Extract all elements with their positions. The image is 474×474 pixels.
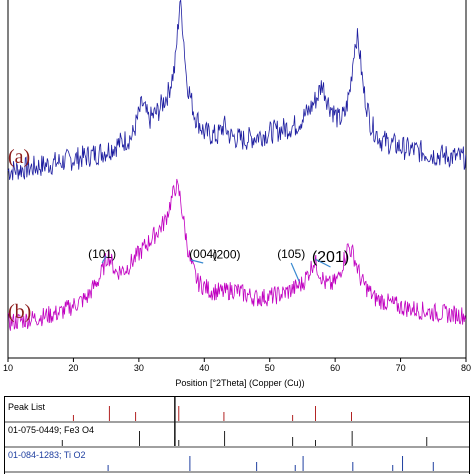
annotation-label: (105) [277, 247, 305, 261]
x-tick-label: 80 [461, 363, 471, 373]
series-line-a [7, 0, 467, 181]
peak-list-table: Peak List 01-075-0449; Fe3 O4 01-084-1283;… [4, 396, 470, 474]
x-tick-label: 30 [134, 363, 144, 373]
xrd-patterns-chart: (101) (004)(200) (105) (201) 10 20 30 40 50 60 70… [3, 0, 471, 388]
x-tick-label: 50 [265, 363, 275, 373]
x-tick-label: 20 [68, 363, 78, 373]
peak-row-label: 01-075-0449; Fe3 O4 [8, 425, 94, 435]
x-axis-label: Position [°2Theta] (Copper (Cu)) [175, 378, 304, 388]
series-label-b: (b) [8, 301, 31, 323]
annotation-label: (004) [189, 247, 217, 261]
x-tick-label: 40 [199, 363, 209, 373]
x-tick-label: 60 [330, 363, 340, 373]
x-tick-label: 70 [396, 363, 406, 373]
annotation-arrow [315, 258, 331, 268]
annotation-arrow [191, 259, 204, 264]
annotation-arrow [101, 255, 107, 264]
peak-table-frame [4, 396, 470, 474]
series-label-a: (a) [8, 146, 30, 168]
peak-row-label: 01-084-1283; Ti O2 [8, 450, 86, 460]
annotation-label: (201) [312, 249, 349, 266]
annotation-label: (200) [212, 247, 240, 261]
x-tick-label: 10 [3, 363, 13, 373]
peak-row-label: Peak List [8, 402, 46, 412]
series-line-b [7, 178, 467, 331]
annotation-arrow [290, 262, 300, 282]
annotation-label: (101) [88, 247, 116, 261]
